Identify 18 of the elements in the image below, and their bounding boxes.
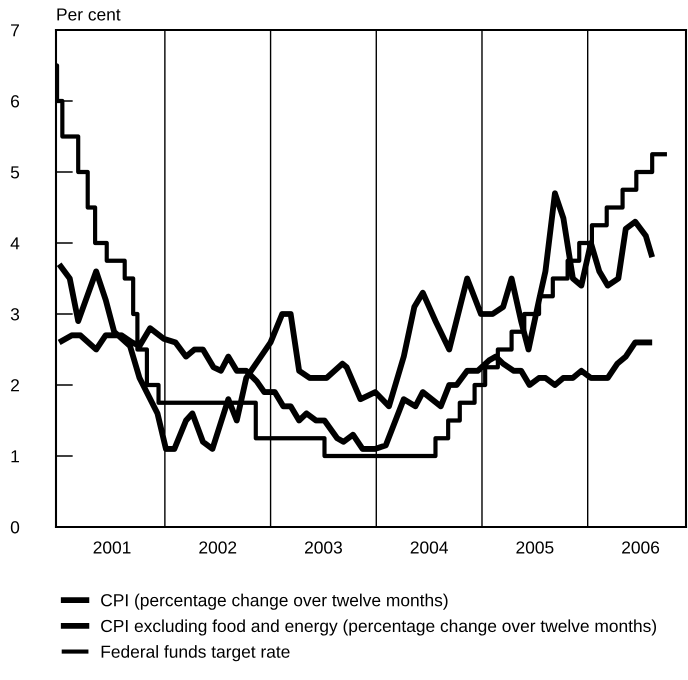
x-tick-label: 2003	[305, 541, 342, 554]
x-tick-label: 2001	[94, 541, 130, 554]
y-tick-label: 3	[10, 308, 20, 320]
x-tick-label: 2002	[199, 541, 236, 554]
y-tick-label: 1	[11, 450, 19, 462]
legend-label: Federal funds target rate	[102, 645, 290, 662]
y-tick-label: 5	[10, 166, 20, 178]
y-axis-title: Per cent	[57, 8, 121, 21]
x-tick-label: 2006	[622, 541, 660, 554]
x-tick-label: 2004	[410, 541, 448, 554]
y-tick-label: 4	[10, 237, 20, 250]
legend-label: CPI (percentage change over twelve months)	[101, 594, 448, 610]
x-tick-label: 2005	[516, 541, 554, 554]
y-tick-label: 2	[11, 379, 19, 392]
y-tick-label: 0	[10, 521, 20, 534]
y-tick-label: 6	[11, 95, 20, 108]
y-tick-label: 7	[11, 24, 19, 36]
legend-label: CPI excluding food and energy (percentage change over twelve months)	[101, 619, 656, 636]
